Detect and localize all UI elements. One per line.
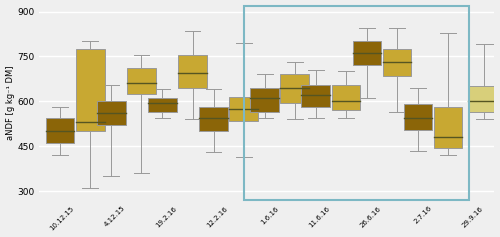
Bar — [76, 49, 104, 131]
Y-axis label: aNDF [g kg⁻¹ DM]: aNDF [g kg⁻¹ DM] — [6, 66, 15, 140]
Bar — [434, 107, 462, 148]
Bar — [199, 107, 228, 131]
Bar — [178, 55, 207, 88]
Bar — [280, 74, 309, 103]
Bar — [404, 104, 432, 130]
Bar — [468, 87, 500, 112]
Bar — [382, 49, 412, 76]
Bar — [148, 98, 176, 112]
Bar — [46, 118, 74, 143]
Bar — [244, 5, 468, 200]
Bar — [302, 85, 330, 107]
Bar — [250, 88, 279, 112]
Bar — [332, 85, 360, 110]
Bar — [230, 97, 258, 121]
Bar — [127, 68, 156, 94]
Bar — [97, 101, 126, 125]
Bar — [352, 41, 381, 65]
